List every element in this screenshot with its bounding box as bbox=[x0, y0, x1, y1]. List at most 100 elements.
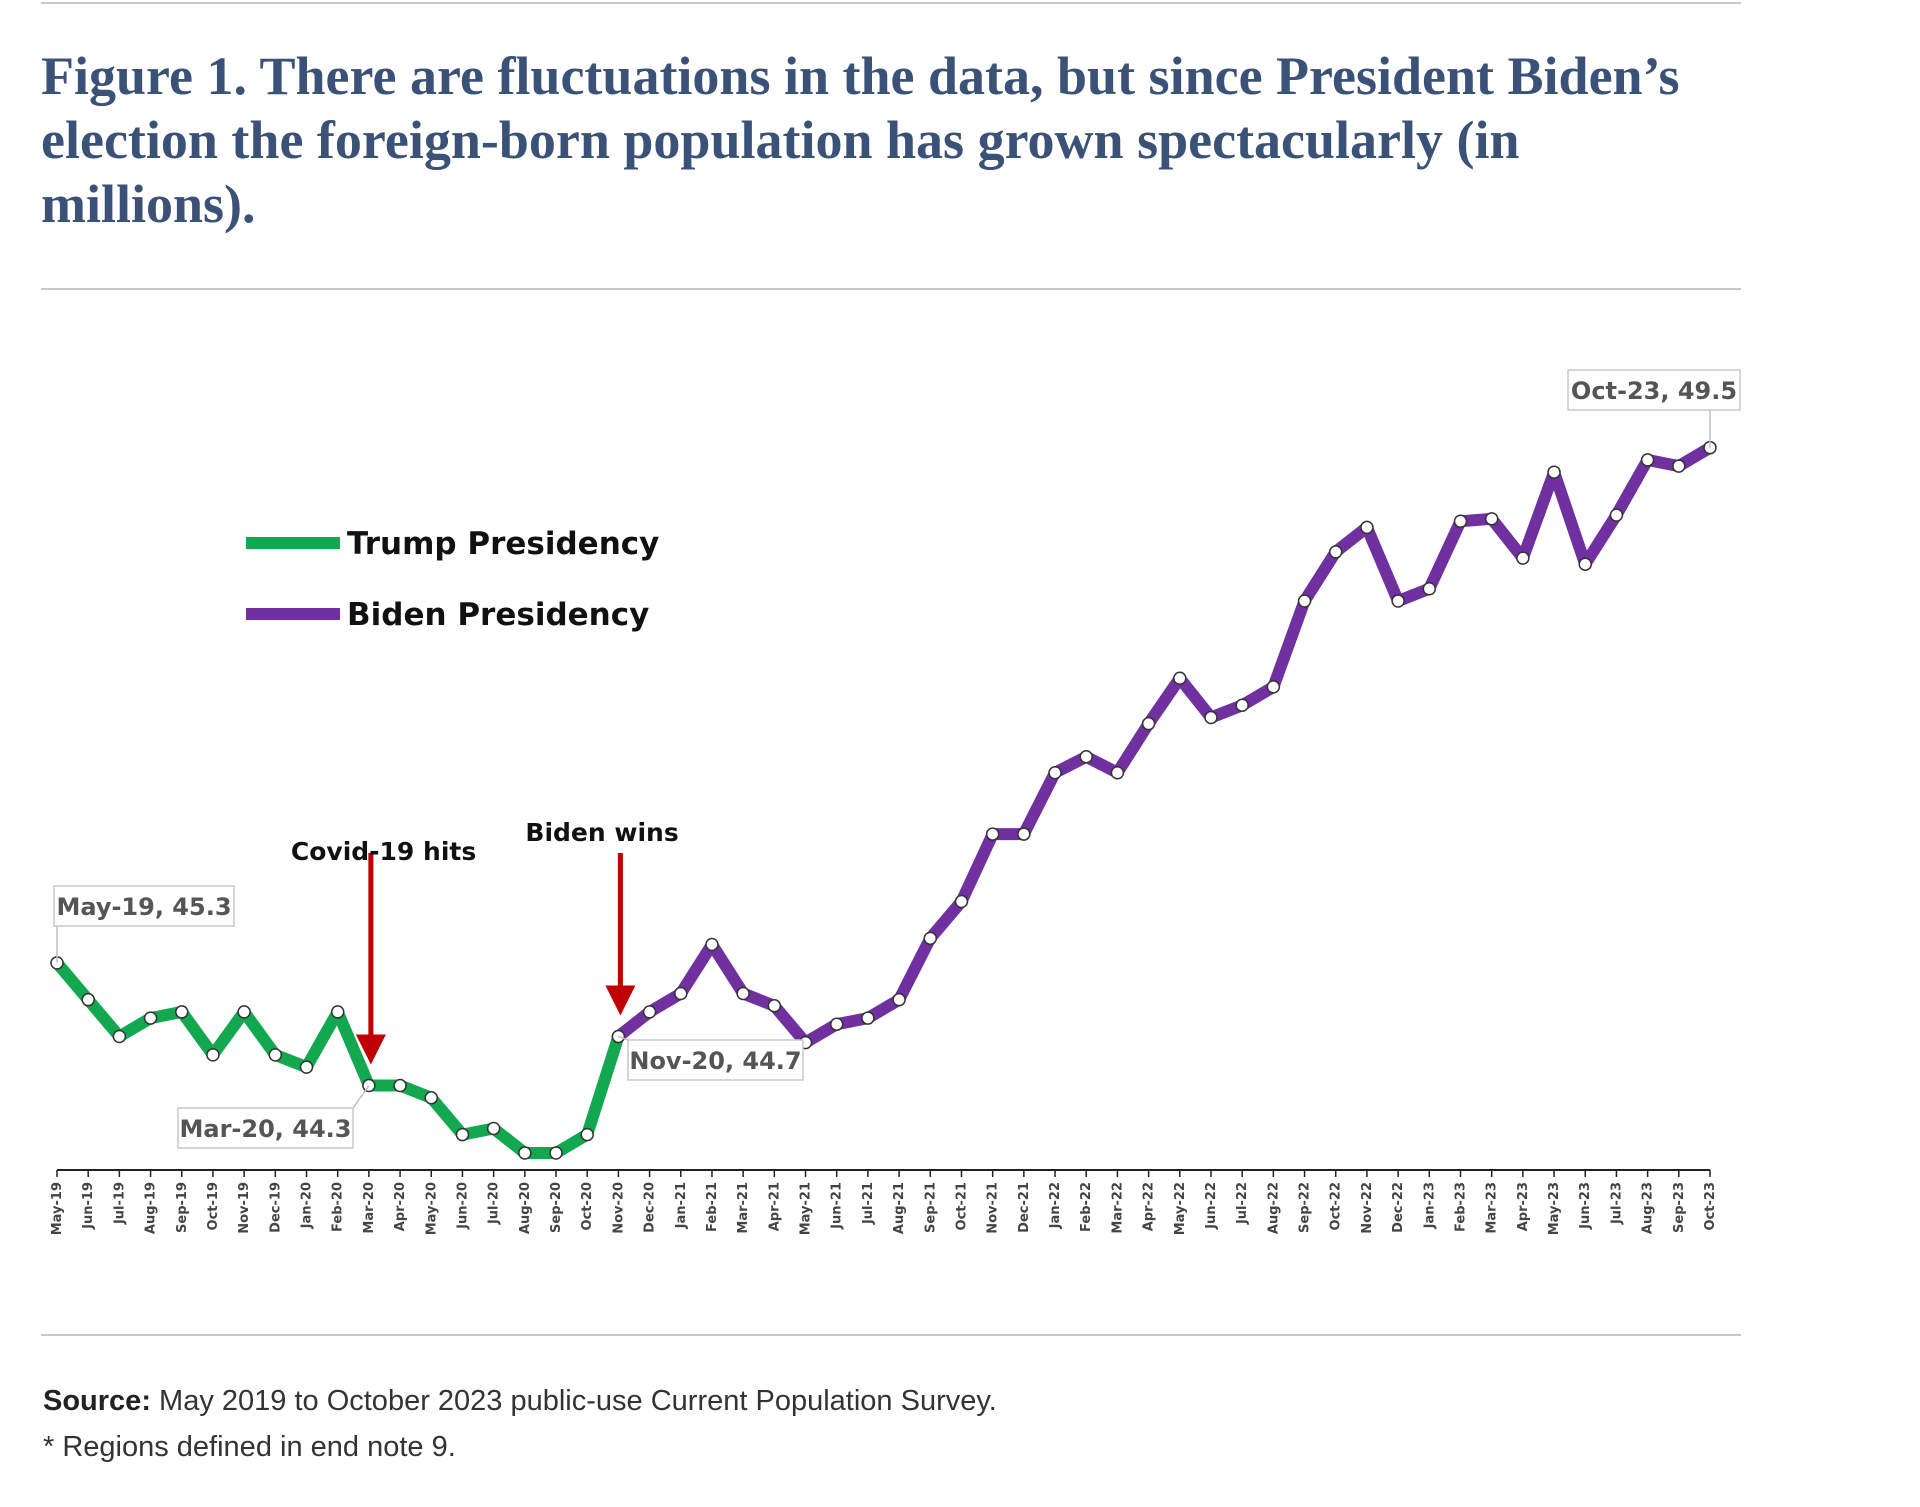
data-label: May-19, 45.3 bbox=[56, 893, 231, 921]
data-point bbox=[1173, 671, 1187, 686]
data-point bbox=[674, 986, 688, 1001]
legend-label: Trump Presidency bbox=[347, 526, 659, 562]
x-tick-label: Aug-20 bbox=[518, 1182, 533, 1234]
data-point bbox=[1204, 710, 1218, 725]
data-point bbox=[455, 1127, 470, 1142]
data-label-box bbox=[177, 1107, 354, 1149]
x-tick-label: Oct-22 bbox=[1329, 1182, 1344, 1230]
x-tick-label: Sep-21 bbox=[923, 1182, 938, 1233]
data-point bbox=[1110, 765, 1125, 780]
x-tick-label: Jul-22 bbox=[1235, 1182, 1250, 1225]
data-point bbox=[705, 937, 719, 952]
x-tick-label: Jun-19 bbox=[81, 1182, 96, 1230]
data-point bbox=[1484, 512, 1499, 526]
data-point bbox=[985, 827, 1000, 841]
data-label-box bbox=[627, 1039, 804, 1081]
x-tick-label: Nov-20 bbox=[611, 1182, 626, 1234]
data-point bbox=[1516, 551, 1530, 565]
data-point bbox=[1672, 459, 1686, 473]
data-label-leader bbox=[618, 1035, 629, 1041]
data-label: Nov-20, 44.7 bbox=[629, 1047, 801, 1075]
x-tick-label: Jan-23 bbox=[1422, 1182, 1437, 1229]
source-text: May 2019 to October 2023 public-use Curr… bbox=[150, 1385, 997, 1417]
data-point bbox=[143, 1011, 158, 1025]
data-point bbox=[1547, 465, 1561, 479]
data-point bbox=[1391, 594, 1405, 608]
source-label: Source: bbox=[43, 1385, 151, 1417]
x-tick-label: Dec-20 bbox=[643, 1182, 658, 1233]
x-tick-label: Dec-19 bbox=[268, 1182, 283, 1233]
top-divider bbox=[41, 2, 1741, 4]
title-divider bbox=[41, 288, 1741, 290]
x-tick-label: Nov-19 bbox=[237, 1182, 252, 1234]
data-point bbox=[393, 1078, 407, 1093]
x-tick-label: Dec-21 bbox=[1017, 1182, 1032, 1233]
data-point bbox=[1328, 545, 1343, 559]
data-point bbox=[767, 999, 782, 1013]
x-tick-label: Feb-20 bbox=[331, 1182, 346, 1232]
x-tick-label: Aug-21 bbox=[892, 1182, 907, 1234]
data-point bbox=[81, 992, 95, 1007]
data-point bbox=[299, 1060, 314, 1074]
data-point bbox=[175, 1005, 189, 1019]
data-point bbox=[1640, 453, 1655, 467]
data-point bbox=[892, 992, 906, 1007]
x-tick-label: Apr-21 bbox=[767, 1182, 782, 1231]
data-point bbox=[1017, 827, 1031, 841]
x-tick-label: May-20 bbox=[424, 1182, 439, 1235]
x-tick-label: Mar-22 bbox=[1110, 1182, 1125, 1234]
figure-title: Figure 1. There are fluctuations in the … bbox=[41, 46, 1680, 234]
x-tick-label: Jan-21 bbox=[674, 1182, 689, 1229]
data-point bbox=[330, 1005, 345, 1019]
x-tick-label: Jul-20 bbox=[487, 1182, 502, 1225]
x-tick-label: Jul-23 bbox=[1609, 1182, 1624, 1225]
data-point bbox=[1079, 750, 1093, 764]
data-point bbox=[642, 1005, 657, 1019]
annotation-label: Covid-19 hits bbox=[291, 837, 476, 866]
data-point bbox=[486, 1121, 501, 1136]
data-point bbox=[923, 931, 938, 946]
data-point bbox=[1048, 765, 1062, 780]
data-point bbox=[1266, 680, 1281, 694]
x-tick-label: Mar-20 bbox=[362, 1182, 377, 1234]
data-point bbox=[1422, 581, 1437, 596]
x-tick-label: Sep-19 bbox=[175, 1182, 190, 1233]
data-label-box bbox=[53, 885, 235, 927]
data-point bbox=[829, 1017, 844, 1031]
x-tick-label: Aug-19 bbox=[144, 1182, 159, 1234]
data-point bbox=[1453, 514, 1468, 529]
data-label: Oct-23, 49.5 bbox=[1571, 377, 1737, 405]
data-point bbox=[549, 1146, 563, 1160]
x-tick-label: May-21 bbox=[799, 1182, 814, 1235]
x-tick-label: Oct-19 bbox=[206, 1182, 221, 1230]
footer-divider bbox=[41, 1334, 1741, 1336]
x-tick-label: Oct-20 bbox=[580, 1182, 595, 1230]
data-point bbox=[1235, 698, 1249, 713]
x-tick-label: Jun-22 bbox=[1204, 1182, 1219, 1230]
annotation-label: Biden wins bbox=[525, 818, 678, 847]
data-point bbox=[206, 1048, 220, 1062]
data-point bbox=[518, 1146, 532, 1160]
x-tick-label: Oct-23 bbox=[1703, 1182, 1718, 1230]
data-point bbox=[1578, 557, 1592, 571]
data-point bbox=[861, 1011, 875, 1025]
data-point bbox=[237, 1005, 251, 1019]
data-point bbox=[1297, 594, 1312, 608]
x-tick-label: Oct-21 bbox=[954, 1182, 969, 1230]
x-tick-label: Mar-23 bbox=[1485, 1182, 1500, 1234]
x-tick-label: May-22 bbox=[1173, 1182, 1188, 1235]
x-tick-label: Apr-23 bbox=[1516, 1182, 1531, 1231]
x-tick-label: Feb-22 bbox=[1079, 1182, 1094, 1232]
x-tick-label: Jun-20 bbox=[455, 1182, 470, 1230]
data-point bbox=[424, 1091, 439, 1105]
x-tick-label: Jan-22 bbox=[1048, 1182, 1063, 1229]
x-tick-label: Apr-20 bbox=[393, 1182, 408, 1231]
data-point bbox=[112, 1029, 127, 1044]
x-tick-label: May-23 bbox=[1547, 1182, 1562, 1235]
x-tick-label: Aug-22 bbox=[1266, 1182, 1281, 1234]
data-point bbox=[1609, 508, 1624, 522]
data-point bbox=[954, 894, 969, 909]
data-point bbox=[736, 986, 750, 1001]
x-tick-label: Aug-23 bbox=[1641, 1182, 1656, 1234]
line-chart: May-19 Jun-19 Jul-19 Aug-19 Sep-19 Oct-19 Nov-… bbox=[50, 369, 1741, 1235]
